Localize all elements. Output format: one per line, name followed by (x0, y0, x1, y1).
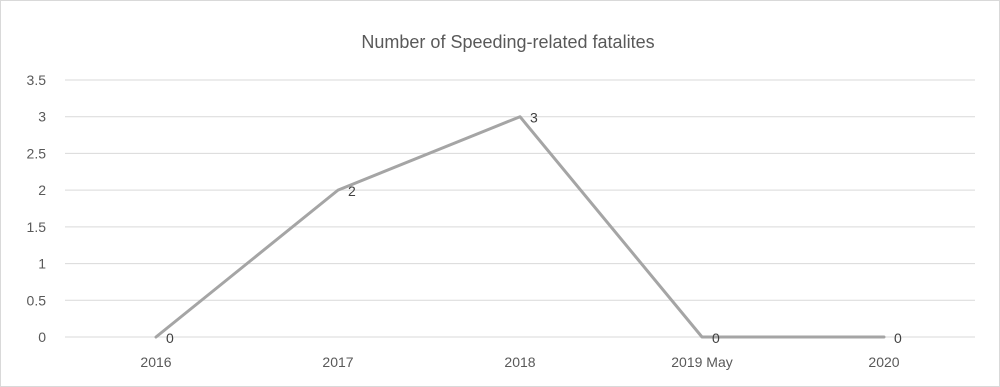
data-label: 3 (530, 110, 538, 126)
x-tick-label: 2020 (868, 354, 899, 370)
series-line (154, 115, 886, 339)
y-tick-label: 2.5 (27, 145, 47, 161)
chart-title: Number of Speeding-related fatalites (361, 32, 654, 52)
data-label: 0 (712, 330, 720, 346)
y-tick-label: 1.5 (27, 219, 47, 235)
y-tick-label: 1 (38, 256, 46, 272)
x-axis-tick-labels: 2016 2017 2018 2019 May 2020 (140, 354, 899, 370)
x-tick-label: 2017 (322, 354, 353, 370)
y-tick-label: 0 (38, 329, 46, 345)
x-tick-label: 2019 May (671, 354, 732, 370)
data-label: 2 (348, 183, 356, 199)
y-axis-tick-labels: 0 0.5 1 1.5 2 2.5 3 3.5 (27, 72, 47, 345)
y-tick-label: 2 (38, 182, 46, 198)
y-tick-label: 3 (38, 109, 46, 125)
data-labels: 0 2 3 0 0 (166, 110, 902, 346)
x-tick-label: 2018 (504, 354, 535, 370)
y-tick-label: 0.5 (27, 292, 47, 308)
data-label: 0 (894, 330, 902, 346)
data-label: 0 (166, 330, 174, 346)
x-tick-label: 2016 (140, 354, 171, 370)
y-tick-label: 3.5 (27, 72, 47, 88)
